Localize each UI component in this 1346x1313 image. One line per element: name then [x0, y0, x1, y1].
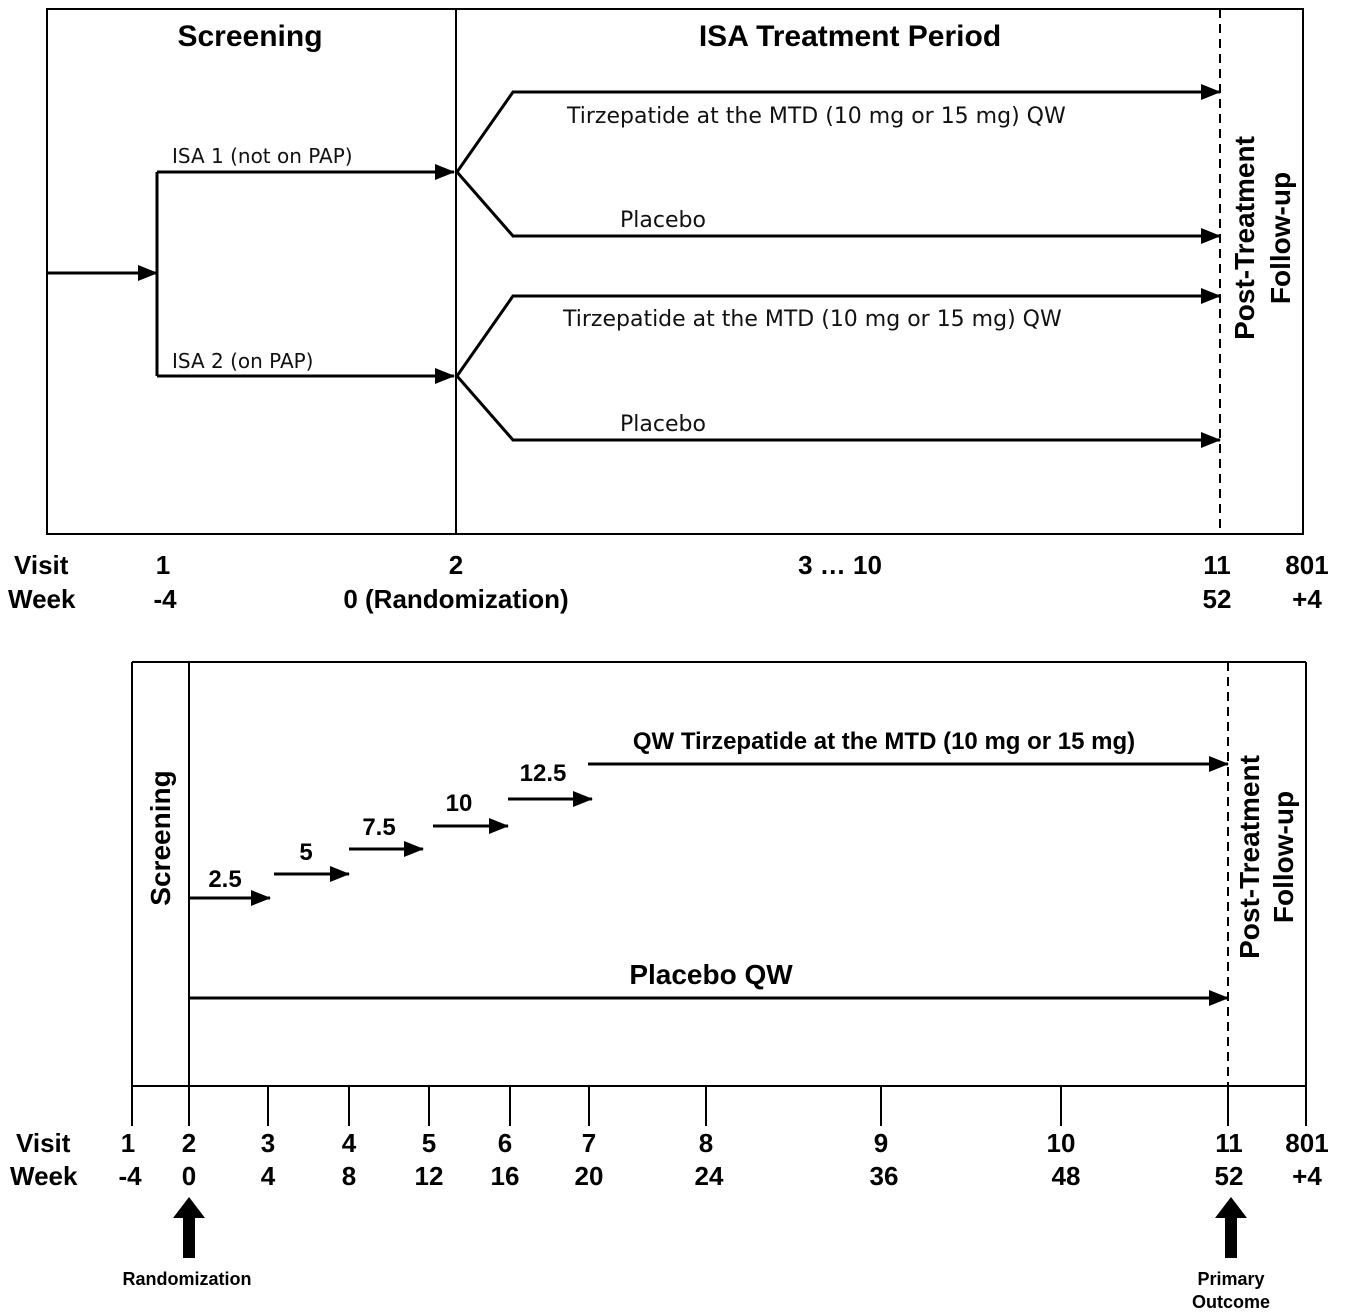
week-value: 4 — [261, 1161, 276, 1191]
visit-row-label: Visit — [16, 1128, 71, 1158]
visit-value: 9 — [874, 1128, 888, 1158]
week-row-label: Week — [10, 1161, 78, 1191]
week-value: 48 — [1052, 1161, 1081, 1191]
visit-value: 2 — [182, 1128, 196, 1158]
visit-value: 4 — [342, 1128, 357, 1158]
visit-value: 11 — [1203, 550, 1231, 580]
followup-label-line1: Post-Treatment — [1234, 755, 1265, 959]
visit-value: 1 — [121, 1128, 135, 1158]
week-value: -4 — [153, 584, 177, 614]
isa1-placebo-arm — [455, 171, 1221, 244]
treatment-period-header: ISA Treatment Period — [699, 20, 1001, 53]
week-value: 24 — [695, 1161, 724, 1191]
week-value: +4 — [1292, 584, 1322, 614]
followup-label-line2: Follow-up — [1265, 172, 1296, 304]
week-value: 36 — [870, 1161, 899, 1191]
isa1-tirzepatide-label: Tirzepatide at the MTD (10 mg or 15 mg) … — [566, 104, 1066, 129]
panel-1: Screening ISA Treatment Period ISA 1 (no… — [8, 8, 1329, 614]
week-value: +4 — [1292, 1161, 1322, 1191]
visit-value: 2 — [449, 550, 463, 580]
week-value: 16 — [491, 1161, 520, 1191]
randomization-label: Randomization — [123, 1269, 252, 1289]
visit-value: 801 — [1285, 1128, 1328, 1158]
followup-label-line1: Post-Treatment — [1229, 136, 1260, 340]
week-value: 52 — [1203, 584, 1232, 614]
timeline-ticks — [131, 1086, 1307, 1126]
visit-value: 11 — [1215, 1128, 1243, 1158]
panel-1-frame — [46, 8, 1304, 535]
isa2-tirzepatide-label: Tirzepatide at the MTD (10 mg or 15 mg) … — [562, 307, 1062, 332]
visit-values: 1 2 3 4 5 6 7 8 9 10 11 801 — [121, 1128, 1329, 1158]
week-value: 20 — [575, 1161, 604, 1191]
isa1-placebo-label: Placebo — [620, 208, 706, 233]
visit-value: 7 — [582, 1128, 596, 1158]
visit-value: 8 — [699, 1128, 713, 1158]
panel-2: Screening 2.5 5 7.5 10 12.5 QW Tirzepati… — [10, 661, 1329, 1312]
visit-row-label: Visit — [14, 550, 69, 580]
screening-vertical-label: Screening — [145, 770, 176, 905]
week-value: 0 (Randomization) — [343, 584, 568, 614]
followup-label-line2: Follow-up — [1268, 791, 1299, 923]
visit-value: 801 — [1285, 550, 1328, 580]
visit-value: 10 — [1047, 1128, 1076, 1158]
primary-outcome-up-arrow-icon — [1215, 1197, 1247, 1258]
visit-value: 5 — [422, 1128, 436, 1158]
isa1-tirzepatide-arm — [455, 84, 1221, 173]
placebo-label: Placebo QW — [629, 959, 793, 990]
dose-step-label: 2.5 — [208, 866, 241, 893]
isa2-placebo-label: Placebo — [620, 412, 706, 437]
week-value: 0 — [182, 1161, 196, 1191]
isa2-placebo-arm — [455, 375, 1221, 448]
visit-value: 1 — [156, 550, 170, 580]
week-value: 52 — [1215, 1161, 1244, 1191]
dose-step-label: 12.5 — [520, 760, 567, 787]
isa2-tirzepatide-arm — [455, 288, 1221, 377]
week-value: 12 — [415, 1161, 444, 1191]
visit-value: 6 — [498, 1128, 512, 1158]
mtd-label: QW Tirzepatide at the MTD (10 mg or 15 m… — [633, 728, 1135, 755]
week-row-label: Week — [8, 584, 76, 614]
week-value: -4 — [118, 1161, 142, 1191]
screening-header: Screening — [177, 20, 322, 53]
week-values: -4 0 4 8 12 16 20 24 36 48 52 +4 — [118, 1161, 1322, 1191]
visit-value: 3 … 10 — [798, 550, 882, 580]
week-value: 8 — [342, 1161, 356, 1191]
primary-outcome-label-line2: Outcome — [1192, 1292, 1270, 1312]
isa2-label: ISA 2 (on PAP) — [172, 349, 313, 373]
dose-step-label: 5 — [299, 839, 312, 866]
dose-step-label: 10 — [446, 790, 473, 817]
dose-step-label: 7.5 — [362, 814, 395, 841]
visit-value: 3 — [261, 1128, 275, 1158]
isa1-label: ISA 1 (not on PAP) — [172, 144, 353, 168]
randomization-up-arrow-icon — [173, 1197, 205, 1258]
primary-outcome-label-line1: Primary — [1197, 1269, 1264, 1289]
